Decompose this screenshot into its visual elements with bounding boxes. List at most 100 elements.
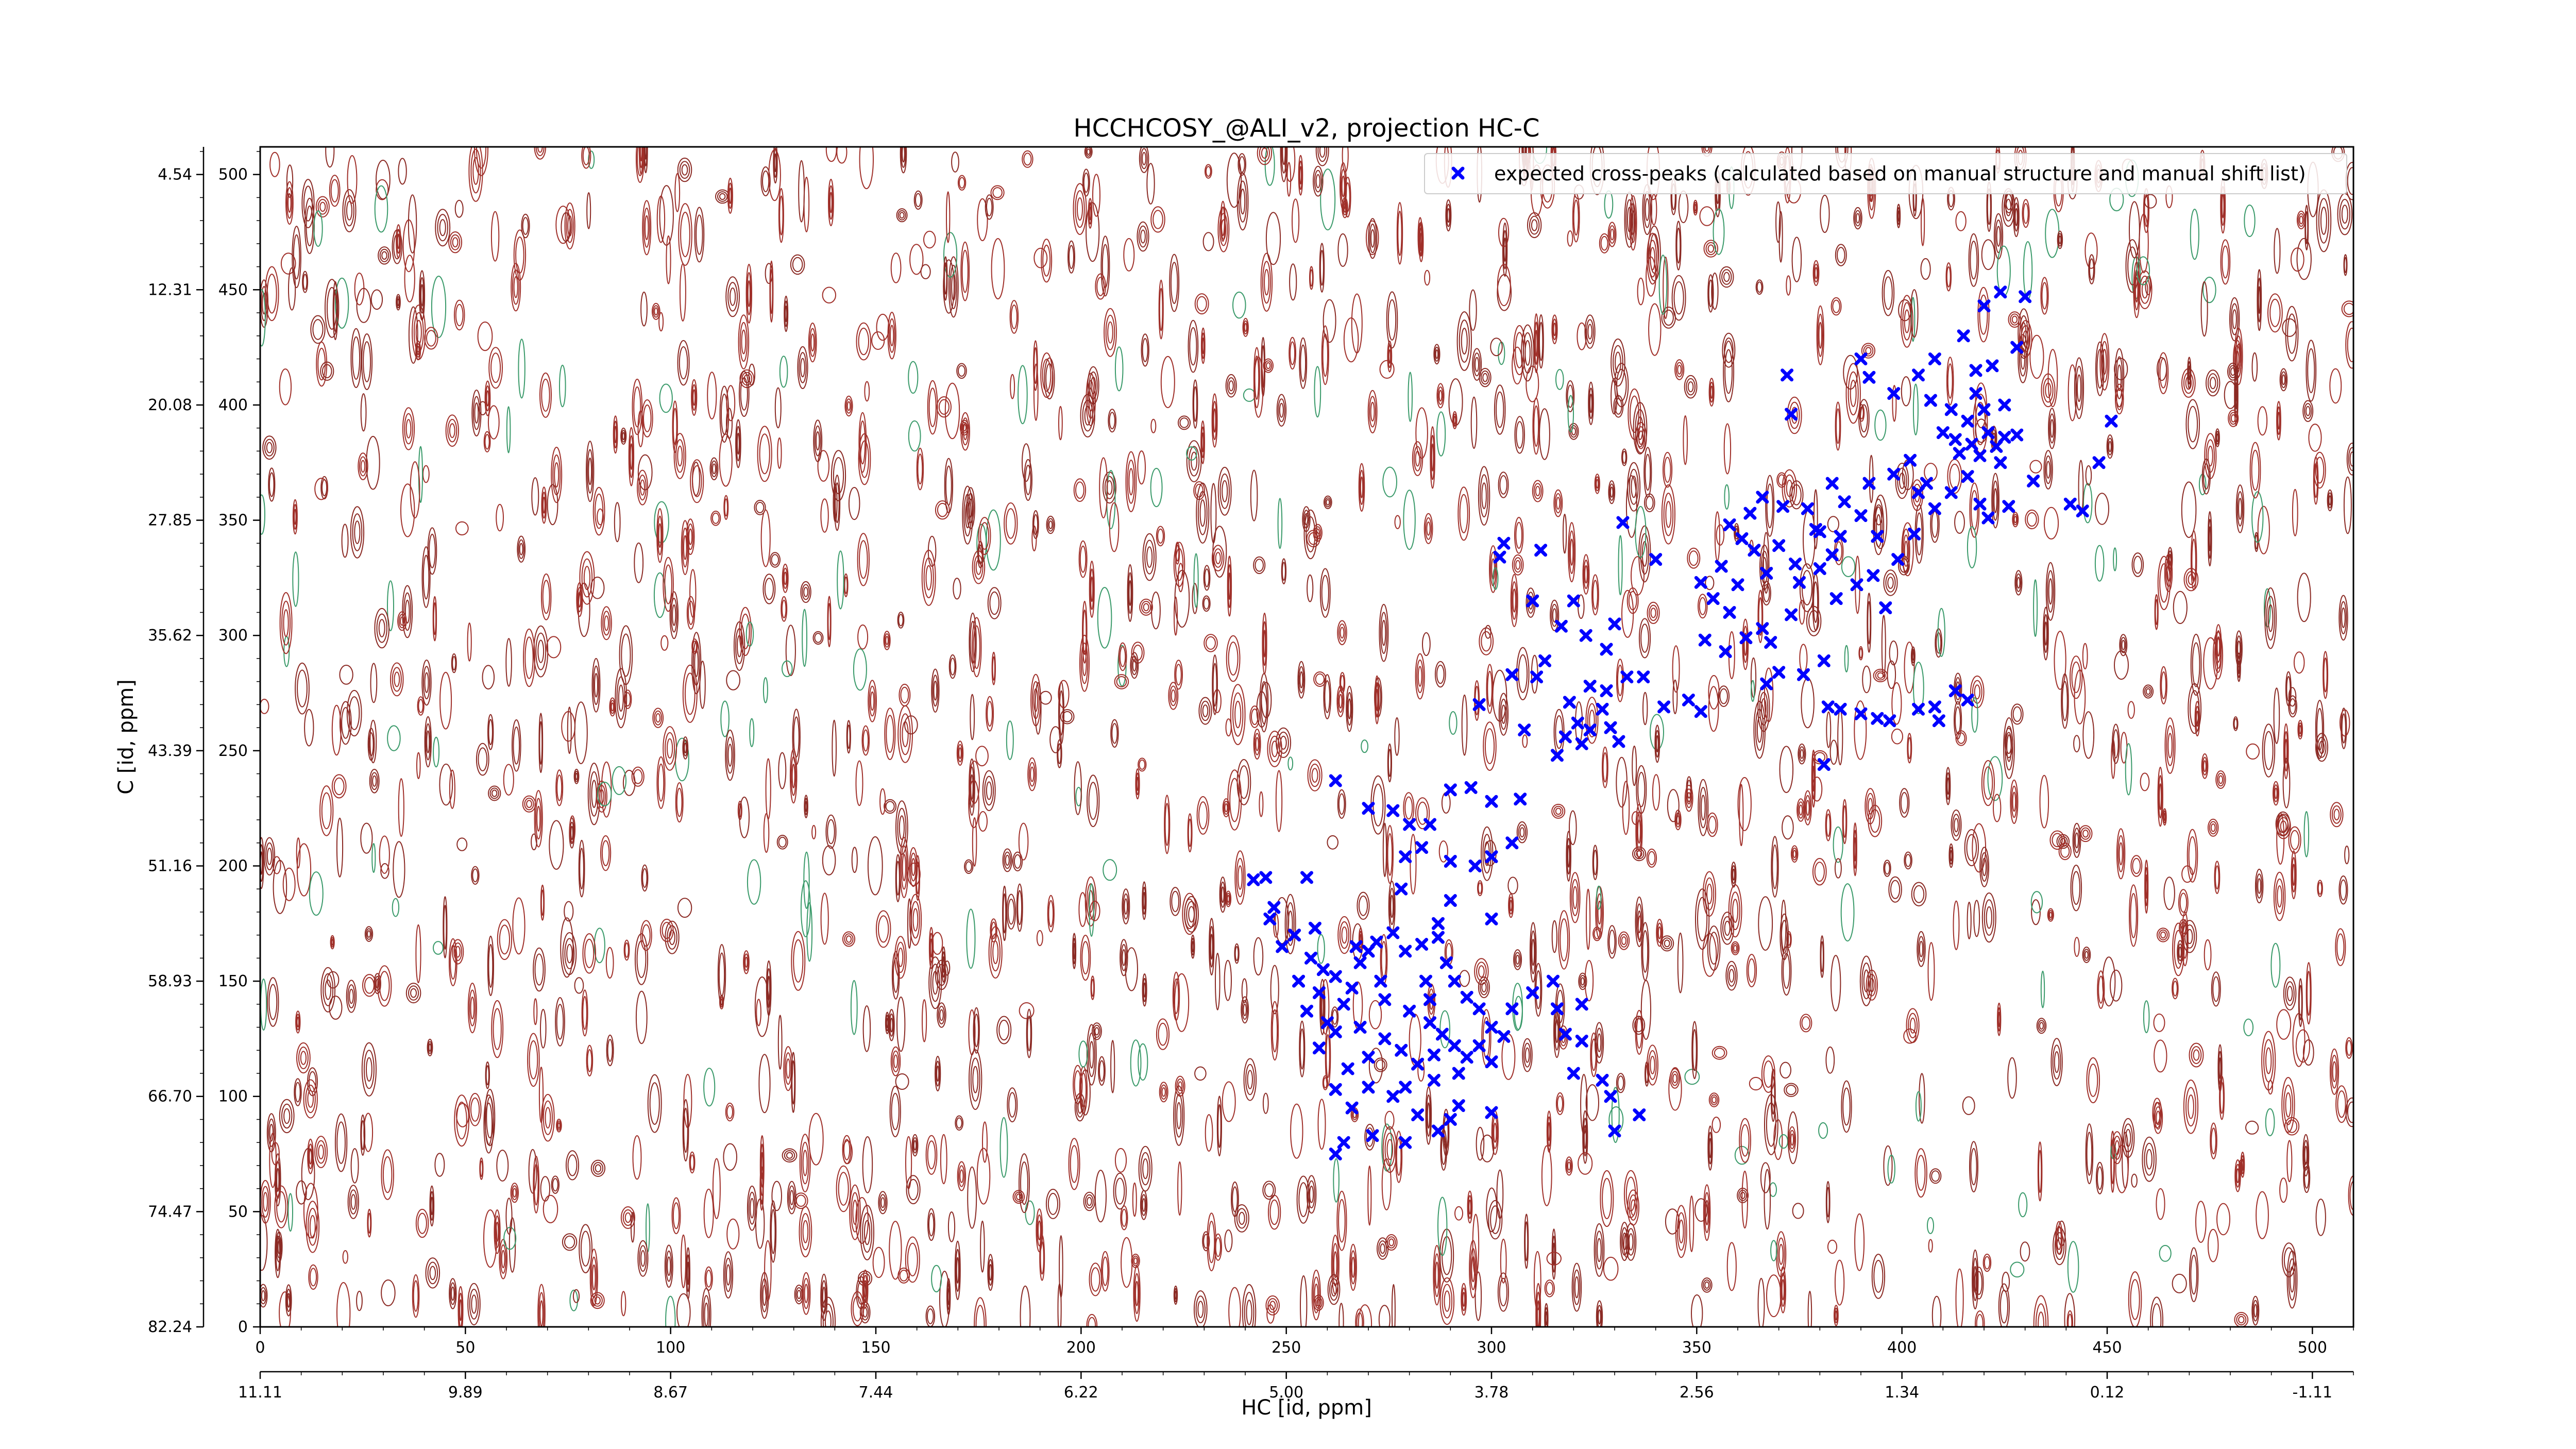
contour-line (1813, 581, 1819, 623)
contour-line (1105, 314, 1115, 350)
contour-line (555, 769, 564, 806)
contour-line (422, 554, 430, 600)
contour-line (2190, 633, 2202, 696)
contour-line (562, 932, 577, 975)
contour-line (1814, 267, 1818, 279)
contour-line (1135, 1280, 1139, 1307)
contour-line (773, 147, 777, 178)
contour-line (1075, 190, 1085, 228)
contour-line (925, 1135, 938, 1175)
contour-line (381, 1149, 395, 1200)
contour-line (587, 1049, 592, 1072)
contour-line (455, 521, 469, 536)
contour-line (2160, 931, 2166, 939)
contour-line (1881, 615, 1886, 678)
contour-line (928, 387, 937, 427)
contour-line (1874, 409, 1887, 441)
contour-line (1647, 1044, 1658, 1086)
contour-line (2128, 1271, 2142, 1327)
contour-line (456, 837, 468, 851)
contour-line (2230, 303, 2239, 335)
contour-line (1198, 801, 1208, 830)
contour-line (1315, 174, 1321, 189)
contour-line (899, 815, 905, 840)
contour-line (1140, 229, 1146, 244)
contour-line (1516, 821, 1528, 844)
contour-line (640, 920, 652, 951)
contour-line (950, 658, 956, 676)
contour-line (822, 1303, 834, 1327)
contour-line (1674, 359, 1685, 380)
contour-line (1826, 711, 1832, 748)
contour-line (1292, 198, 1300, 243)
contour-line (1227, 895, 1230, 903)
contour-line (1672, 1073, 1677, 1084)
contour-line (1731, 862, 1737, 888)
contour-line (640, 147, 643, 162)
contour-line (2298, 213, 2305, 227)
contour-line (738, 370, 750, 417)
contour-line (2288, 826, 2301, 854)
contour-line (485, 1061, 490, 1089)
contour-line (1138, 757, 1147, 772)
contour-line (1120, 939, 1128, 976)
contour-line (1342, 147, 1349, 173)
contour-line (274, 1185, 289, 1228)
contour-line (857, 533, 870, 586)
contour-line (2279, 1177, 2288, 1203)
contour-line (485, 1065, 489, 1086)
contour-line (327, 287, 337, 330)
contour-line (982, 770, 996, 812)
contour-line (831, 450, 846, 501)
contour-line (657, 515, 663, 555)
contour-line (323, 973, 334, 1006)
contour-line (800, 358, 805, 378)
contour-line (1931, 1170, 1940, 1182)
contour-line (717, 191, 728, 202)
contour-line (2158, 352, 2169, 394)
contour-line (725, 276, 740, 317)
contour-line (1908, 1013, 1918, 1039)
contour-line (1242, 1000, 1248, 1020)
contour-line (1146, 546, 1153, 568)
contour-line (867, 836, 883, 896)
contour-line (2207, 373, 2218, 393)
contour-line (1255, 737, 1259, 751)
contour-line (519, 543, 523, 555)
data-point (1969, 387, 1982, 400)
contour-line (2161, 671, 2167, 699)
contour-line (1551, 603, 1558, 627)
contour-line (2302, 400, 2314, 423)
contour-line (366, 1057, 372, 1082)
contour-line (1621, 448, 1628, 466)
contour-line (659, 383, 673, 413)
contour-line (1234, 850, 1246, 905)
contour-line (717, 944, 726, 1005)
contour-line (894, 936, 907, 979)
contour-line (950, 264, 958, 310)
contour-line (1358, 1304, 1372, 1327)
contour-line (1304, 513, 1309, 526)
contour-line (1656, 735, 1659, 753)
contour-line (1260, 252, 1273, 312)
contour-line (360, 393, 367, 432)
contour-line (1818, 322, 1823, 349)
contour-line (2282, 757, 2291, 808)
contour-line (443, 896, 448, 958)
contour-line (1264, 360, 1273, 371)
contour-line (1539, 408, 1550, 460)
contour-line (970, 1057, 980, 1102)
contour-line (1979, 847, 1990, 887)
contour-line (1742, 618, 1749, 670)
contour-line (791, 931, 806, 991)
contour-line (2013, 197, 2020, 238)
contour-line (1974, 684, 1980, 700)
contour-line (791, 764, 795, 788)
contour-line (1631, 556, 1645, 596)
data-point (1472, 1002, 1486, 1016)
contour-line (2190, 1255, 2198, 1295)
contour-line (770, 1200, 777, 1263)
data-point (1825, 548, 1839, 562)
data-point (1829, 592, 1843, 605)
